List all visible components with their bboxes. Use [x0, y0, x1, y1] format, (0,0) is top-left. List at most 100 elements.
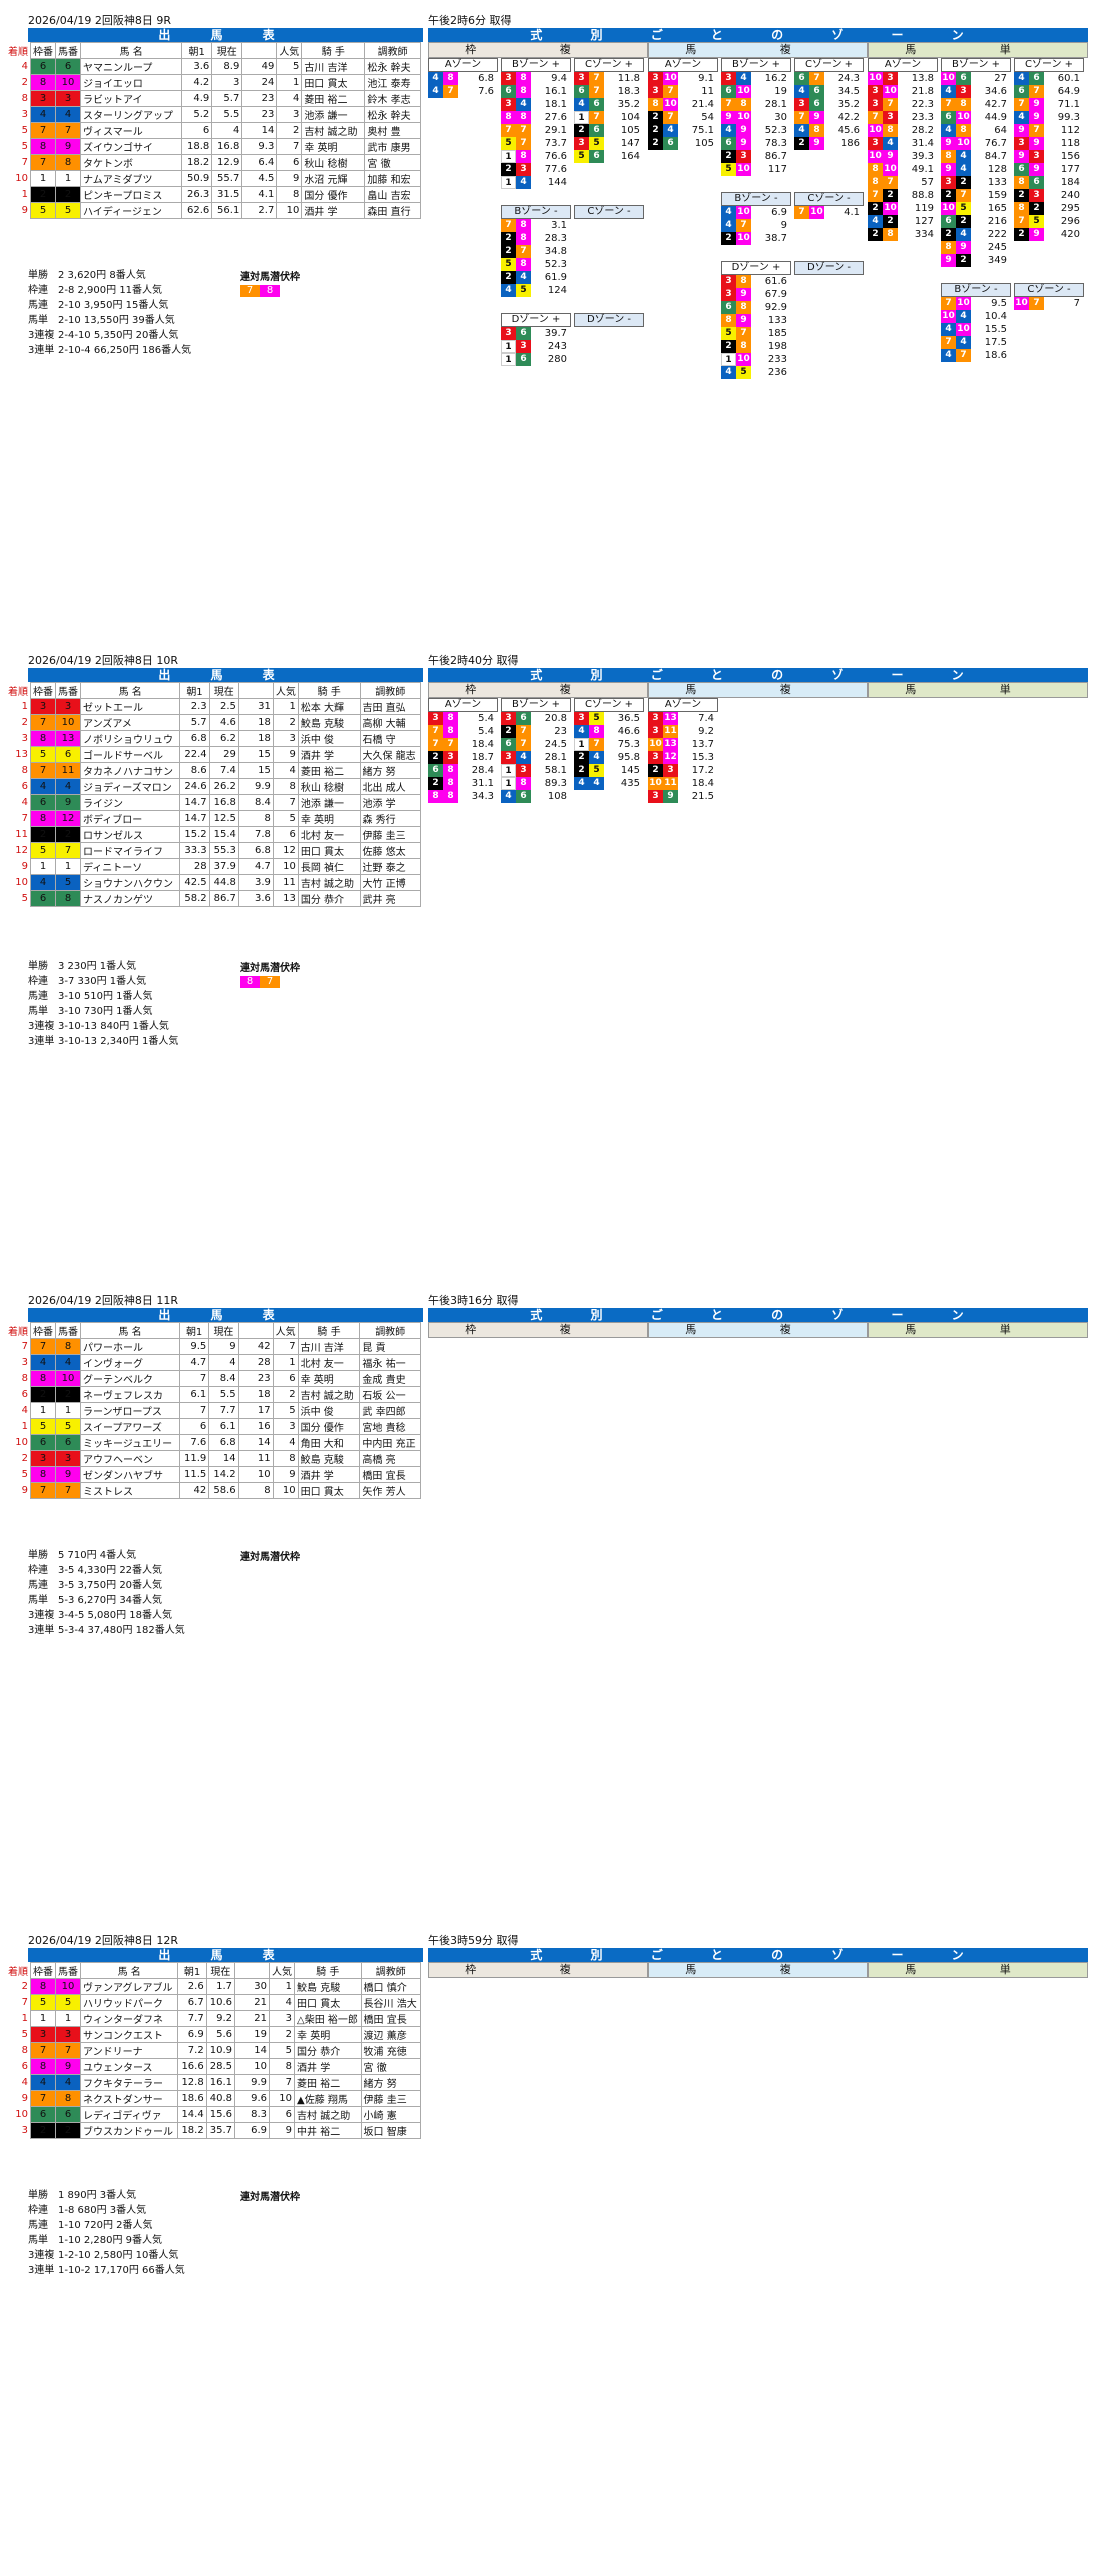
zone-entry[interactable]: 7 9 42.2 [794, 111, 864, 124]
table-row[interactable]: 11 2 2 ロサンゼルス 15.2 15.4 7.8 6 北村 友一 伊藤 圭三 [6, 826, 421, 843]
zone-entry[interactable]: 3 6 20.8 [501, 712, 571, 725]
zone-entry[interactable]: 1 3 58.1 [501, 764, 571, 777]
table-row[interactable]: 7 7 8 パワーホール 9.5 9 42 7 古川 吉洋昆 貢 [6, 1338, 421, 1355]
zone-entry[interactable]: 2 4 75.1 [648, 124, 718, 137]
table-row[interactable]: 9 1 1 ディニトーソ 28 37.9 4.7 10 長岡 禎仁 辻野 泰之 [6, 858, 421, 875]
zone-entry[interactable]: 8 8 27.6 [501, 111, 571, 124]
zone-entry[interactable]: 7 4 17.5 [941, 336, 1011, 349]
zone-entry[interactable]: 1 8 76.6 [501, 150, 571, 163]
zone-entry[interactable]: 2 9 420 [1014, 228, 1084, 241]
zone-entry[interactable]: 8 8 34.3 [428, 790, 498, 803]
zone-entry[interactable]: 3 6 35.2 [794, 98, 864, 111]
zone-entry[interactable]: 4 5 124 [501, 284, 571, 297]
zone-entry[interactable]: 2 10 38.7 [721, 232, 791, 245]
zone-entry[interactable]: 5 7 185 [721, 327, 791, 340]
zone-entry[interactable]: 6 9 177 [1014, 163, 1084, 176]
zone-entry[interactable]: 3 10 21.8 [868, 85, 938, 98]
zone-entry[interactable]: 3 2 133 [941, 176, 1011, 189]
zone-entry[interactable]: 4 8 64 [941, 124, 1011, 137]
zone-entry[interactable]: 3 4 16.2 [721, 72, 791, 85]
zone-entry[interactable]: 8 4 84.7 [941, 150, 1011, 163]
zone-entry[interactable]: 3 8 9.4 [501, 72, 571, 85]
zone-entry[interactable]: 10 9 39.3 [868, 150, 938, 163]
table-row[interactable]: 7 7 8 タケトンボ 18.2 12.9 6.4 6 秋山 稔樹宮 徹 [6, 154, 421, 171]
zone-entry[interactable]: 3 5 147 [574, 137, 644, 150]
zone-entry[interactable]: 2 3 17.2 [648, 764, 718, 777]
zone-entry[interactable]: 6 7 18.3 [574, 85, 644, 98]
table-row[interactable]: 9 5 5 ハイディージェン 62.6 56.1 2.7 10 酒井 学森田 直行 [6, 202, 421, 219]
zone-entry[interactable]: 3 9 67.9 [721, 288, 791, 301]
zone-entry[interactable]: 7 5 296 [1014, 215, 1084, 228]
zone-entry[interactable]: 1 4 144 [501, 176, 571, 189]
zone-entry[interactable]: 9 7 112 [1014, 124, 1084, 137]
zone-entry[interactable]: 2 7 159 [941, 189, 1011, 202]
zone-entry[interactable]: 8 9 245 [941, 241, 1011, 254]
zone-entry[interactable]: 4 9 52.3 [721, 124, 791, 137]
zone-entry[interactable]: 1 6 280 [501, 353, 571, 366]
zone-entry[interactable]: 7 7 18.4 [428, 738, 498, 751]
table-row[interactable]: 5 8 9 ズイウンゴサイ 18.8 16.8 9.3 7 幸 英明 武市 康男 [6, 138, 421, 155]
zone-entry[interactable]: 8 2 295 [1014, 202, 1084, 215]
zone-entry[interactable]: 2 8 28.3 [501, 232, 571, 245]
zone-entry[interactable]: 5 7 73.7 [501, 137, 571, 150]
zone-entry[interactable]: 7 8 3.1 [501, 219, 571, 232]
zone-entry[interactable]: 3 4 28.1 [501, 751, 571, 764]
zone-entry[interactable]: 9 4 128 [941, 163, 1011, 176]
zone-entry[interactable]: 4 10 6.9 [721, 206, 791, 219]
zone-entry[interactable]: 2 3 240 [1014, 189, 1084, 202]
zone-entry[interactable]: 3 5 36.5 [574, 712, 644, 725]
zone-entry[interactable]: 10 13 13.7 [648, 738, 718, 751]
zone-entry[interactable]: 1 10 233 [721, 353, 791, 366]
zone-entry[interactable]: 4 8 45.6 [794, 124, 864, 137]
zone-entry[interactable]: 5 6 164 [574, 150, 644, 163]
zone-entry[interactable]: 6 9 78.3 [721, 137, 791, 150]
zone-entry[interactable]: 6 10 44.9 [941, 111, 1011, 124]
table-row[interactable]: 9 7 7 ミストレス 42 58.6 8 10 田口 貫太 矢作 芳人 [6, 1482, 421, 1499]
zone-entry[interactable]: 7 8 42.7 [941, 98, 1011, 111]
zone-entry[interactable]: 4 6 60.1 [1014, 72, 1084, 85]
zone-entry[interactable]: 7 9 71.1 [1014, 98, 1084, 111]
zone-entry[interactable]: 9 10 76.7 [941, 137, 1011, 150]
zone-entry[interactable]: 4 7 18.6 [941, 349, 1011, 362]
zone-entry[interactable]: 10 8 28.2 [868, 124, 938, 137]
zone-entry[interactable]: 10 7 7 [1014, 297, 1084, 310]
zone-entry[interactable]: 1 3 243 [501, 340, 571, 353]
zone-entry[interactable]: 2 9 186 [794, 137, 864, 150]
table-row[interactable]: 4 4 4 フクキタテーラー 12.8 16.1 9.9 7 菱田 裕二 緒方 努 [6, 2074, 422, 2091]
zone-entry[interactable]: 2 4 95.8 [574, 751, 644, 764]
zone-entry[interactable]: 6 7 64.9 [1014, 85, 1084, 98]
table-row[interactable]: 2 7 10 アンズアメ 5.7 4.6 18 2 鮫島 克駿 高柳 大輔 [6, 714, 421, 731]
zone-entry[interactable]: 3 13 7.4 [648, 712, 718, 725]
zone-entry[interactable]: 10 5 165 [941, 202, 1011, 215]
table-row[interactable]: 7 5 5 ハリウッドパーク 6.7 10.6 21 4 田口 貫太 長谷川 浩大 [6, 1994, 422, 2011]
zone-entry[interactable]: 3 4 31.4 [868, 137, 938, 150]
zone-entry[interactable]: 3 8 5.4 [428, 712, 498, 725]
table-row[interactable]: 10 1 1 ナムアミダブツ 50.9 55.7 4.5 9 水沼 元輝 加藤 和宏 [6, 170, 421, 187]
zone-entry[interactable]: 1 8 89.3 [501, 777, 571, 790]
zone-entry[interactable]: 2 8 198 [721, 340, 791, 353]
zone-entry[interactable]: 6 10 19 [721, 85, 791, 98]
zone-entry[interactable]: 8 9 133 [721, 314, 791, 327]
zone-entry[interactable]: 2 6 105 [648, 137, 718, 150]
zone-entry[interactable]: 3 11 9.2 [648, 725, 718, 738]
zone-entry[interactable]: 4 7 7.6 [428, 85, 498, 98]
table-row[interactable]: 2 8 10 ジョイエッロ 4.2 3 24 1 田口 貫太 池江 泰寿 [6, 74, 421, 91]
zone-entry[interactable]: 5 8 52.3 [501, 258, 571, 271]
zone-entry[interactable]: 6 8 16.1 [501, 85, 571, 98]
table-row[interactable]: 5 6 8 ナスノカンゲツ 58.2 86.7 3.6 13 国分 恭介 武井 亮 [6, 890, 421, 907]
zone-entry[interactable]: 8 6 184 [1014, 176, 1084, 189]
zone-entry[interactable]: 2 7 54 [648, 111, 718, 124]
zone-entry[interactable]: 7 10 4.1 [794, 206, 864, 219]
zone-entry[interactable]: 4 3 34.6 [941, 85, 1011, 98]
zone-entry[interactable]: 2 4 222 [941, 228, 1011, 241]
zone-entry[interactable]: 7 2 88.8 [868, 189, 938, 202]
table-row[interactable]: 4 6 6 ヤマニンループ 3.6 8.9 49 5 古川 吉洋 松永 幹夫 [6, 58, 421, 75]
zone-entry[interactable]: 3 9 118 [1014, 137, 1084, 150]
zone-entry[interactable]: 8 10 21.4 [648, 98, 718, 111]
zone-entry[interactable]: 6 7 24.5 [501, 738, 571, 751]
table-row[interactable]: 7 8 12 ボディブロー 14.7 12.5 8 5 幸 英明森 秀行 [6, 810, 421, 827]
zone-entry[interactable]: 4 4 435 [574, 777, 644, 790]
zone-entry[interactable]: 4 6 34.5 [794, 85, 864, 98]
table-row[interactable]: 5 8 9 ゼンダンハヤブサ 11.5 14.2 10 9 酒井 学橋田 宜長 [6, 1466, 421, 1483]
